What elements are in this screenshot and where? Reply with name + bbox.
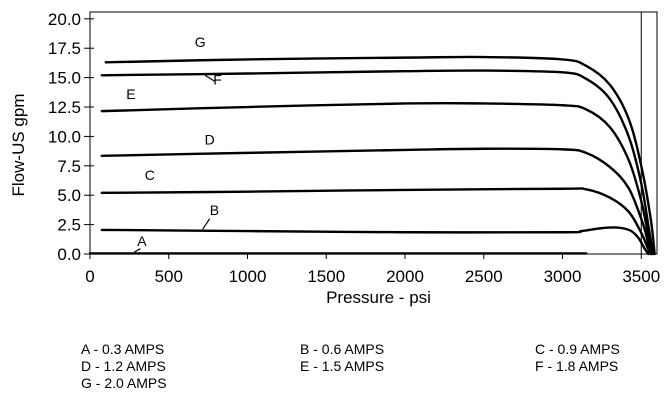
curve-label-d: D <box>205 132 215 148</box>
plot-frame-rect <box>89 11 658 255</box>
x-tick-label: 0 <box>85 267 94 286</box>
x-tick-label: 1500 <box>307 267 345 286</box>
x-axis: 0 500 1000 1500 2000 2500 3000 3500 <box>85 254 660 286</box>
y-tick-label: 15.0 <box>48 69 81 88</box>
curve-label-c: C <box>145 167 155 183</box>
y-tick-label: 10.0 <box>48 127 81 146</box>
series-line-g <box>104 55 656 256</box>
curve-label-g: G <box>195 34 206 50</box>
y-tick-label: 12.5 <box>48 98 81 117</box>
series-lines <box>88 55 656 256</box>
x-tick-label: 3500 <box>622 267 660 286</box>
y-tick-label: 2.5 <box>57 216 81 235</box>
curve-label-leader-b <box>202 218 211 230</box>
series-line-e <box>100 101 654 256</box>
y-tick-label: 5.0 <box>57 186 81 205</box>
x-tick-label: 3000 <box>544 267 582 286</box>
curve-label-e: E <box>126 86 135 102</box>
x-tick-label: 2500 <box>465 267 503 286</box>
y-axis-title: Flow-US gpm <box>9 94 28 197</box>
series-line-f <box>100 69 655 256</box>
y-axis: 0.0 2.5 5.0 7.5 10.0 12.5 15.0 17.5 20.0 <box>48 10 94 264</box>
plot-frame <box>89 11 658 255</box>
y-tick-label: 17.5 <box>48 39 81 58</box>
x-tick-label: 500 <box>155 267 183 286</box>
y-tick-label: 0.0 <box>57 245 81 264</box>
x-tick-label: 1000 <box>229 267 267 286</box>
x-tick-label: 2000 <box>386 267 424 286</box>
series-line-d <box>100 147 653 256</box>
y-tick-label: 7.5 <box>57 157 81 176</box>
curve-labels: A B C D E F G <box>126 34 222 253</box>
x-axis-title: Pressure - psi <box>326 288 431 307</box>
curve-label-leader-f <box>204 74 215 82</box>
curve-label-f: F <box>213 72 222 88</box>
y-tick-label: 20.0 <box>48 10 81 29</box>
series-line-b <box>100 226 650 256</box>
curve-label-a: A <box>137 233 147 249</box>
curve-label-leader-a <box>133 248 141 253</box>
series-line-c <box>100 187 652 256</box>
curve-label-b: B <box>210 202 219 218</box>
